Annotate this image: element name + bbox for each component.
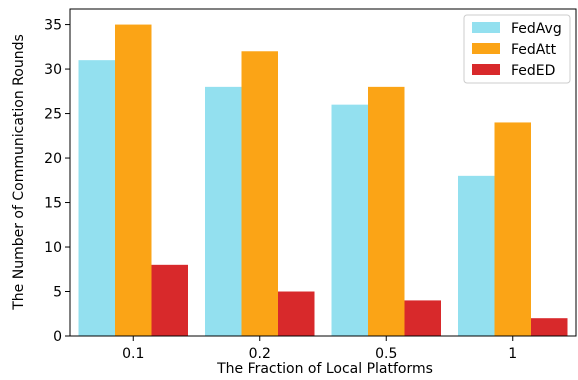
plot-frame: [69, 8, 577, 337]
bar-fedavg-0.5: [331, 104, 368, 337]
bar-fedatt-0.5: [368, 86, 405, 336]
legend-swatch-fedavg: [472, 22, 500, 33]
y-tick-label: 30: [44, 62, 62, 78]
bar-fedavg-0.1: [78, 60, 115, 336]
x-axis-label: The Fraction of Local Platforms: [216, 361, 433, 377]
bar-fedatt-0.1: [115, 24, 152, 336]
x-tick-label: 0.1: [122, 346, 144, 362]
bars-layer: [78, 24, 568, 337]
bar-feded-0.5: [404, 300, 441, 336]
bar-fedatt-0.2: [241, 51, 278, 337]
y-tick-label: 5: [53, 285, 62, 301]
y-tick-label: 0: [53, 329, 62, 345]
y-tick-label: 20: [44, 151, 62, 167]
legend-swatch-feded: [472, 64, 500, 75]
y-tick-label: 35: [44, 18, 62, 34]
bar-feded-0.1: [151, 264, 188, 336]
y-tick-label: 15: [44, 196, 62, 212]
legend-label-feded: FedED: [511, 63, 555, 79]
legend: FedAvg FedAtt FedED: [463, 14, 571, 84]
x-tick-label: 0.5: [375, 346, 397, 362]
bar-fedatt-1: [494, 122, 531, 336]
legend-label-fedatt: FedAtt: [511, 42, 557, 58]
y-tick-label: 25: [44, 107, 62, 123]
x-tick-label: 0.2: [249, 346, 271, 362]
bar-feded-0.2: [278, 291, 315, 336]
y-tick-label: 10: [44, 240, 62, 256]
y-axis-label: The Number of Communication Rounds: [11, 34, 27, 311]
x-tick-label: 1: [508, 346, 517, 362]
bar-fedavg-1: [458, 175, 495, 336]
bar-feded-1: [531, 318, 568, 336]
bar-fedavg-0.2: [205, 86, 242, 336]
axes-layer: 0 5 10 15 20 25 30 35 0.1 0.2 0.5 1: [44, 8, 577, 362]
legend-label-fedavg: FedAvg: [511, 21, 562, 37]
legend-swatch-fedatt: [472, 43, 500, 54]
